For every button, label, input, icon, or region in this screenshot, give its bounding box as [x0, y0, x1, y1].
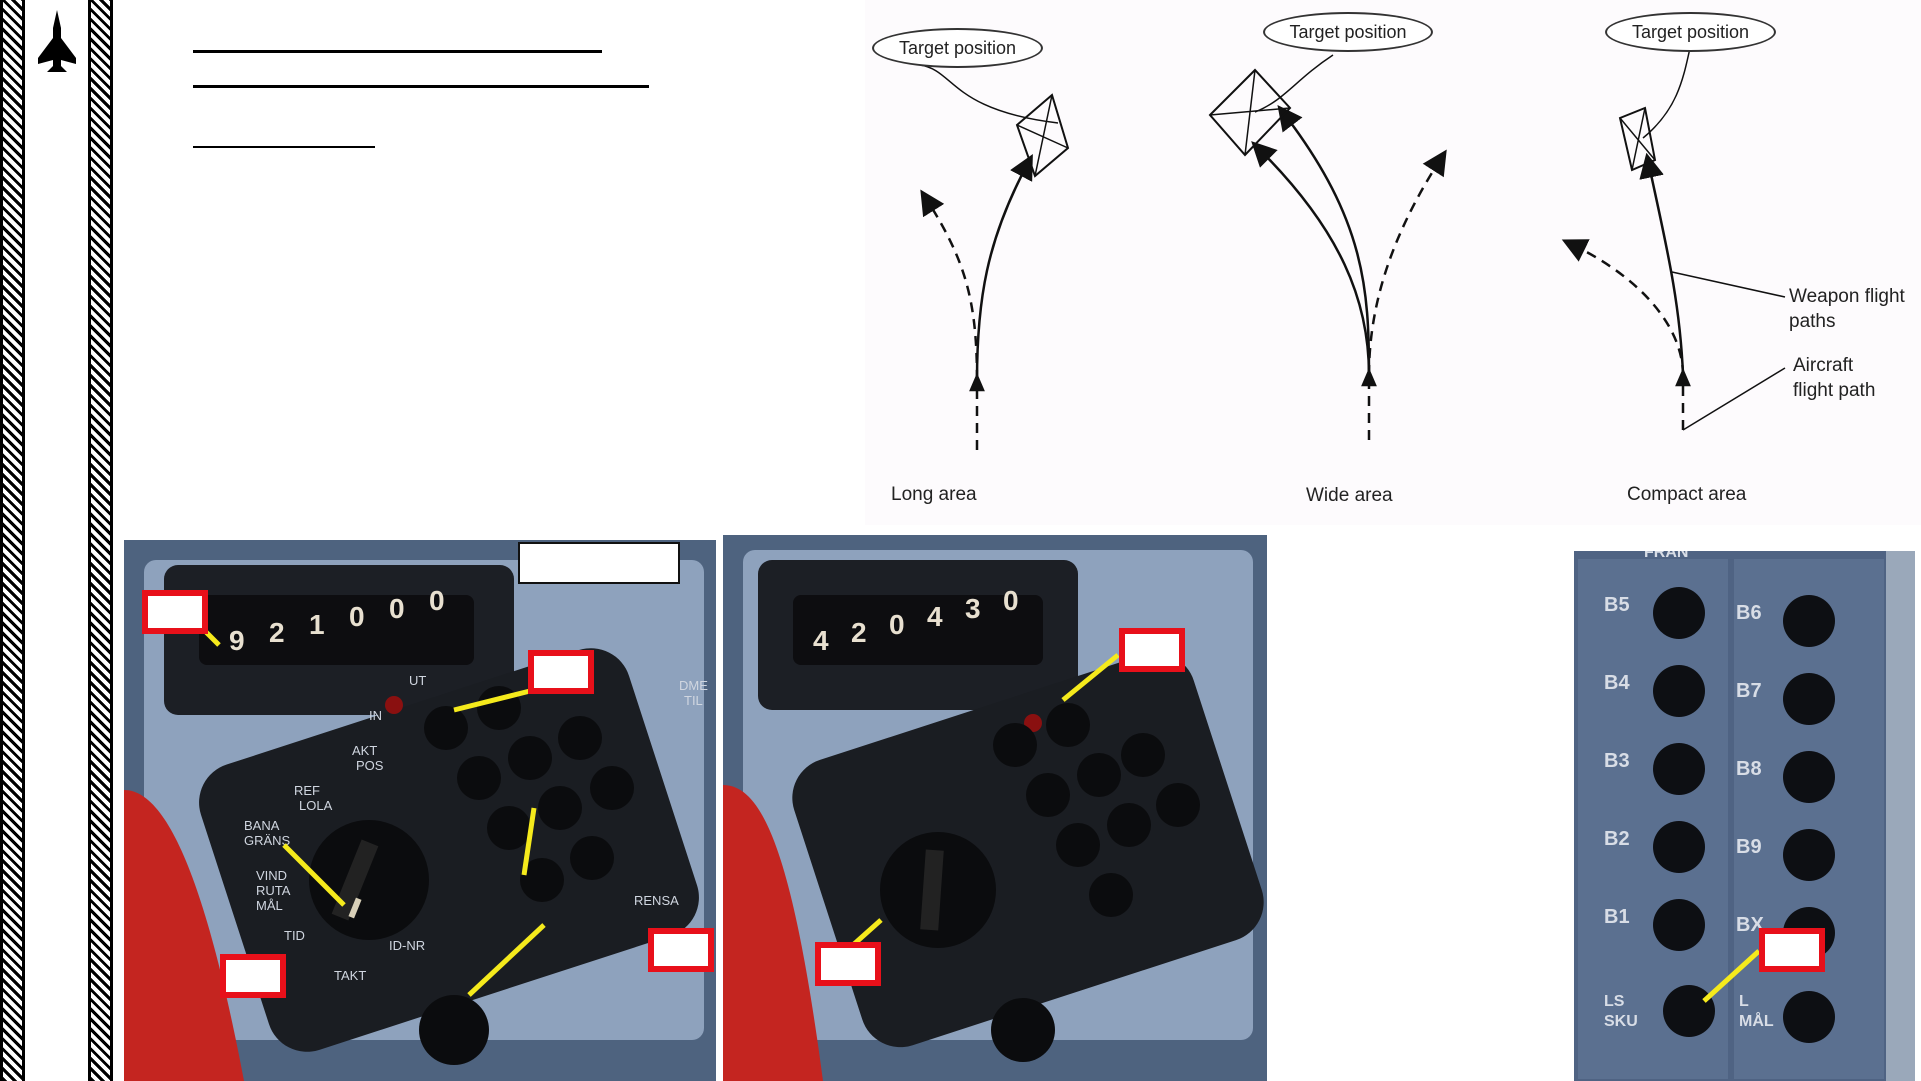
button-label-b2: B2	[1604, 828, 1630, 850]
aircraft-flight-path-label-line2: flight path	[1793, 380, 1876, 401]
label-rensa: RENSA	[634, 893, 679, 908]
weapon-flight-paths-label-line1: Weapon flight	[1789, 286, 1905, 307]
callout-box-selector-2	[815, 942, 881, 986]
label-ref: REF	[294, 783, 320, 798]
navigation-panel-photo-2: 4 2 0 4 3 0	[723, 535, 1267, 1081]
title-line-2	[193, 85, 649, 88]
caption-long-area: Long area	[891, 484, 977, 505]
label-vind: VIND	[256, 868, 287, 883]
label-tid: TID	[284, 928, 305, 943]
counter-digit-6: 0	[429, 585, 445, 616]
label-mal: MÅL	[256, 898, 283, 913]
label-pos: POS	[356, 758, 384, 773]
title-line-1	[193, 50, 602, 53]
label-ls: LS	[1604, 993, 1625, 1010]
weapon-flight-paths-label-line2: paths	[1789, 311, 1836, 332]
label-dme: DME	[679, 678, 708, 693]
right-hatched-border	[88, 0, 113, 1081]
counter-digit-5: 0	[389, 593, 405, 624]
aircraft-logo-icon	[38, 10, 76, 72]
counter-digit-4: 0	[349, 601, 365, 632]
button-label-b4: B4	[1604, 672, 1630, 694]
left-hatched-border	[0, 0, 25, 1081]
button-label-b9: B9	[1736, 836, 1762, 858]
caption-wide-area: Wide area	[1306, 485, 1393, 506]
label-in: IN	[369, 708, 382, 723]
target-position-bubble-compact: Target position	[1605, 12, 1776, 52]
counter2-digit-6: 0	[1003, 585, 1019, 616]
button-label-b6: B6	[1736, 602, 1762, 624]
target-position-bubble-long: Target position	[872, 28, 1043, 68]
counter2-digit-4: 4	[927, 601, 943, 632]
counter2-digit-1: 4	[813, 625, 829, 656]
button-label-b5: B5	[1604, 594, 1630, 616]
attack-area-diagram	[919, 47, 1786, 450]
label-fran: FRÅN	[1644, 551, 1688, 561]
label-takt: TAKT	[334, 968, 366, 983]
label-ruta: RUTA	[256, 883, 291, 898]
counter2-digit-3: 0	[889, 609, 905, 640]
counter-digit-2: 2	[269, 617, 285, 648]
label-bana: BANA	[244, 818, 280, 833]
bomb-button-panel-photo: B5 B4 B3 B2 B1 B6 B7 B8 B9 BX LS SKU L M…	[1574, 551, 1915, 1081]
callout-box-ls-sku	[1759, 928, 1825, 972]
button-label-b7: B7	[1736, 680, 1762, 702]
callout-box-selector	[220, 954, 286, 998]
target-position-bubble-wide: Target position	[1263, 12, 1433, 52]
label-akt: AKT	[352, 743, 377, 758]
callout-box-keys	[648, 928, 714, 972]
label-mal-target: MÅL	[1739, 1011, 1774, 1030]
button-label-bx: BX	[1736, 914, 1764, 936]
counter-digit-1: 9	[229, 625, 245, 656]
label-sku: SKU	[1604, 1013, 1638, 1030]
callout-box-light	[528, 650, 594, 694]
label-lola: LOLA	[299, 798, 333, 813]
callout-box-light-2	[1119, 628, 1185, 672]
label-ut: UT	[409, 673, 426, 688]
navigation-panel-photo-1: 9 2 1 0 0 0 IN UT BANA GRÄNS REF LOLA	[124, 540, 716, 1081]
label-l: L	[1739, 993, 1749, 1010]
button-label-b3: B3	[1604, 750, 1630, 772]
label-idnr: ID-NR	[389, 938, 425, 953]
button-label-b8: B8	[1736, 758, 1762, 780]
label-til: TIL	[684, 693, 703, 708]
attack-area-diagram-background	[865, 0, 1921, 525]
aircraft-flight-path-label-line1: Aircraft	[1793, 355, 1854, 376]
callout-box-counter	[142, 590, 208, 634]
label-grans: GRÄNS	[244, 833, 291, 848]
mode-label-box	[518, 542, 680, 584]
caption-compact-area: Compact area	[1627, 484, 1747, 505]
button-label-b1: B1	[1604, 906, 1630, 928]
counter-digit-3: 1	[309, 609, 325, 640]
counter2-digit-5: 3	[965, 593, 981, 624]
counter2-digit-2: 2	[851, 617, 867, 648]
title-line-3	[193, 146, 375, 148]
